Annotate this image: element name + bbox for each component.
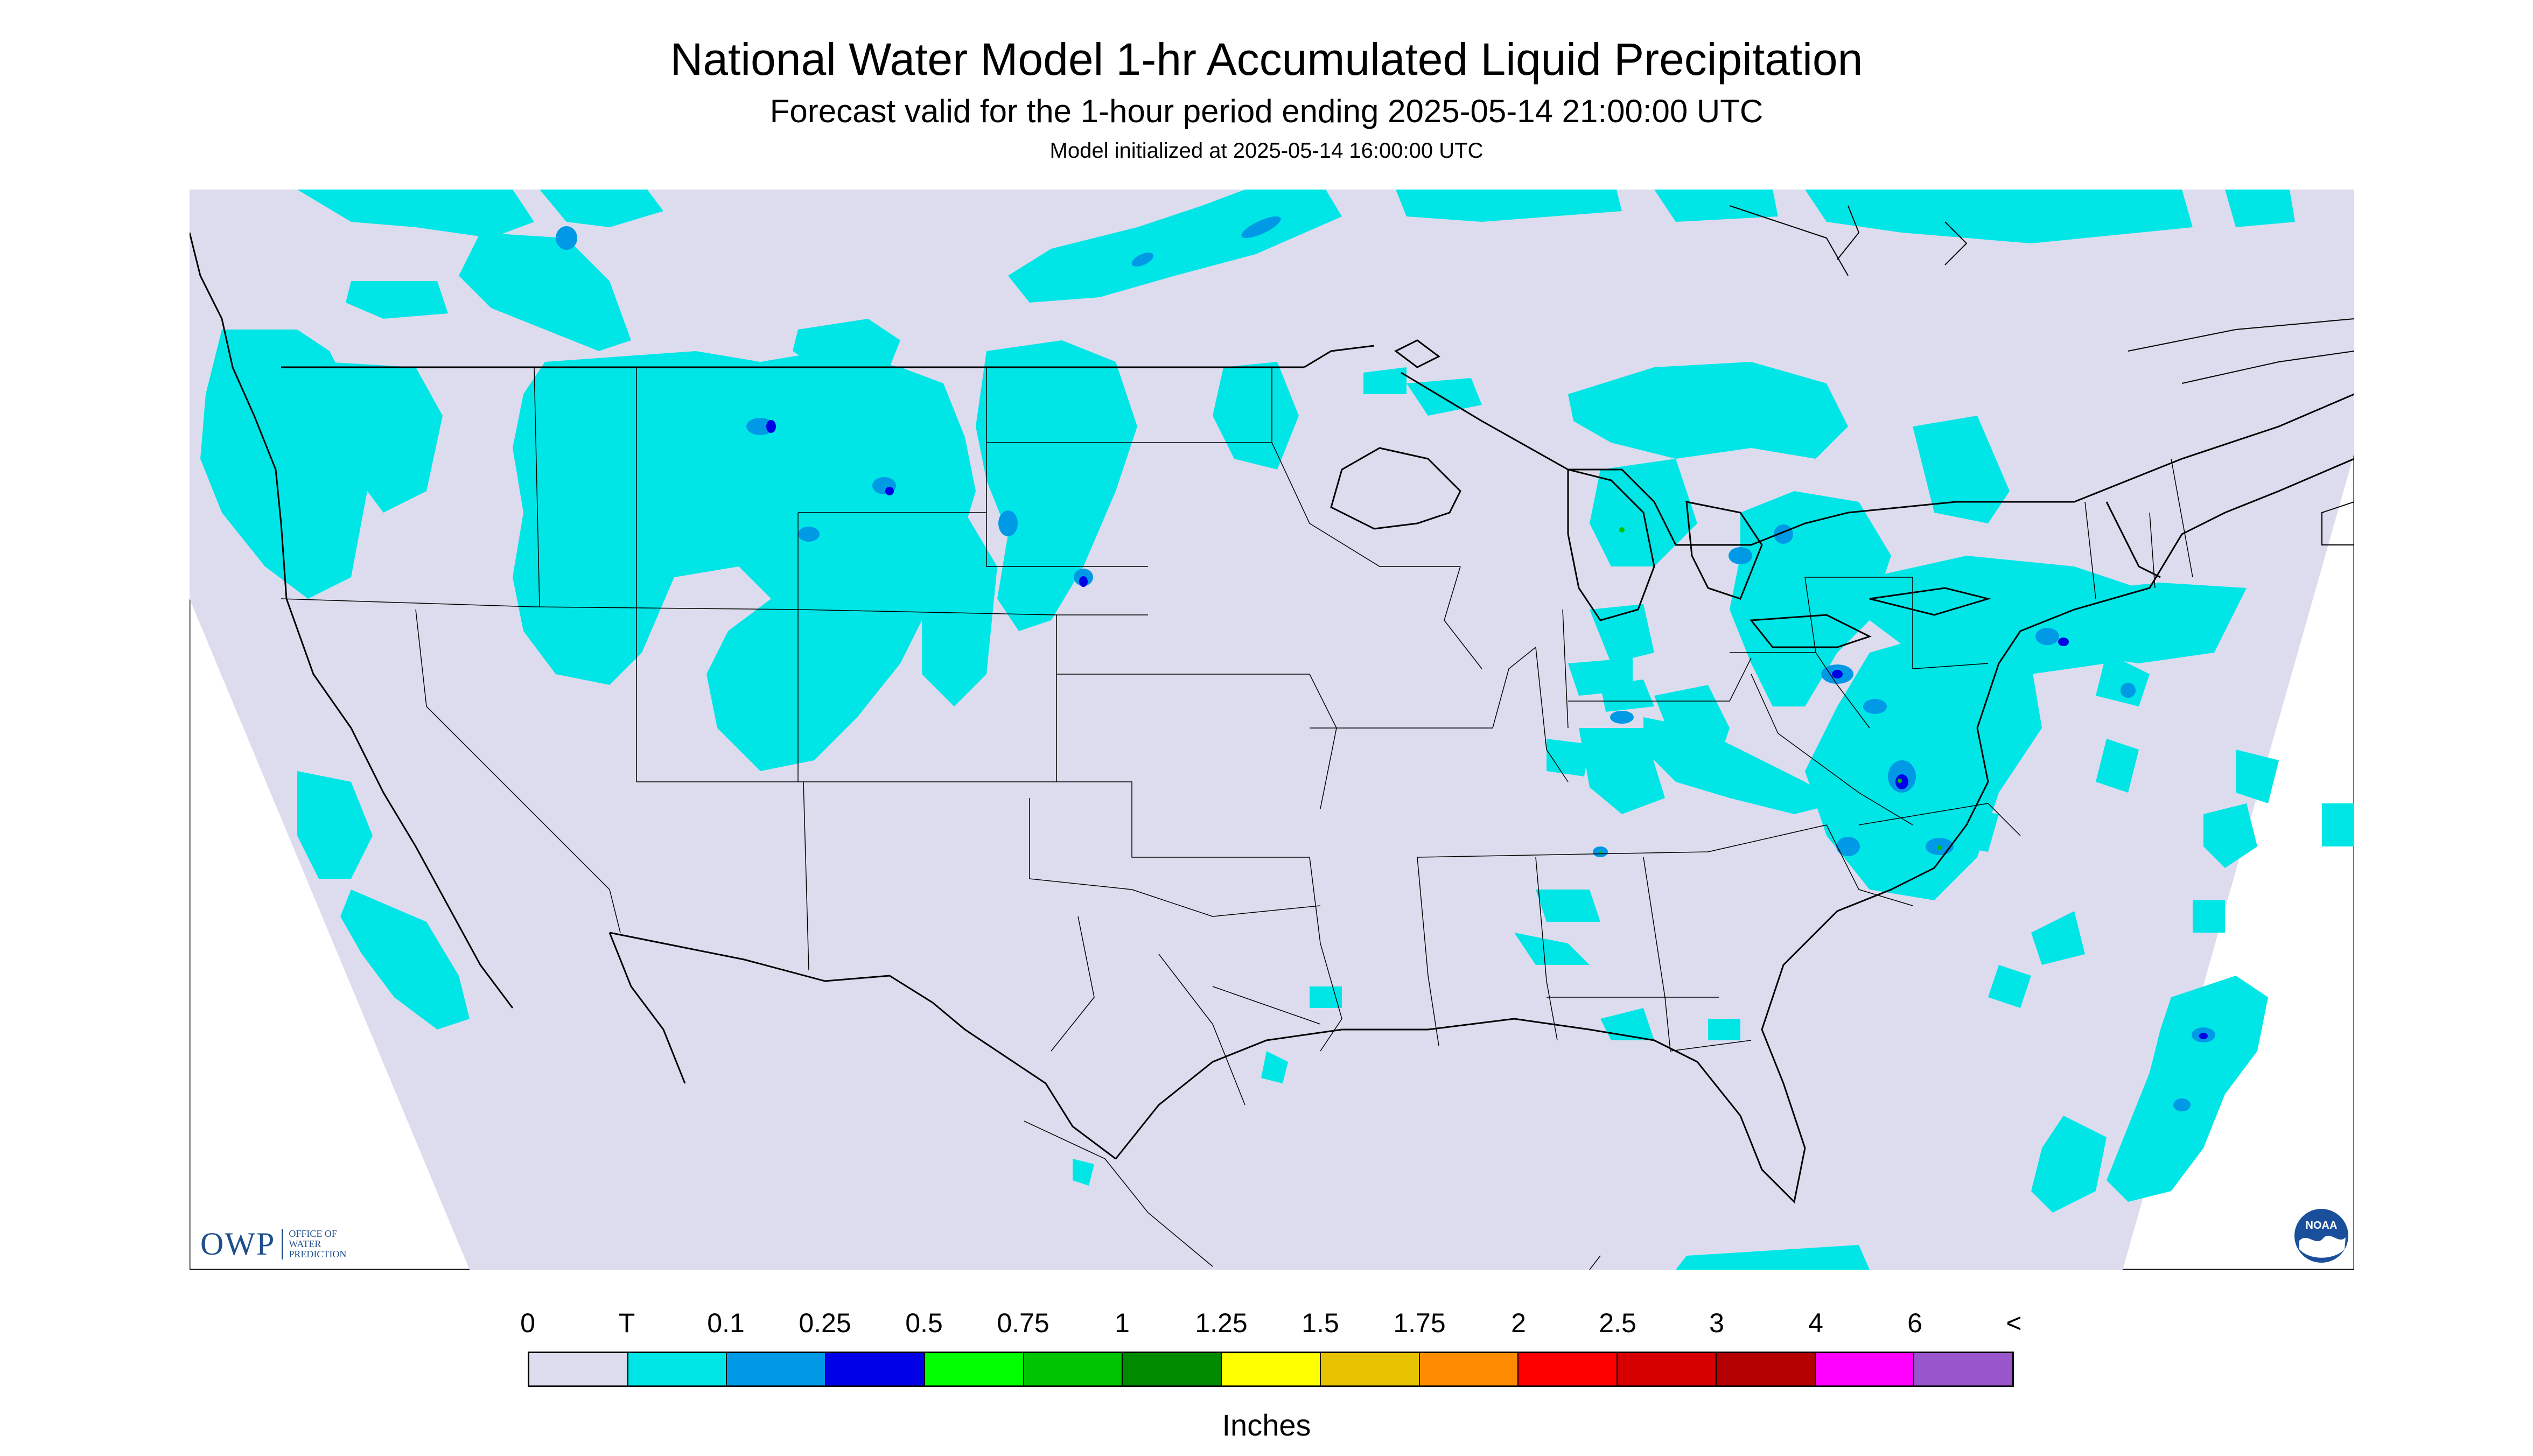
noaa-logo-text: NOAA [2306,1220,2338,1231]
precip-heavy-areas [766,420,2208,1039]
legend-units: Inches [1222,1408,1311,1442]
legend-swatch [1914,1353,2013,1385]
legend-tick-label: 1.5 [1302,1308,1339,1338]
legend-swatch [1519,1353,1618,1385]
legend-swatch [529,1353,628,1385]
map-title: National Water Model 1-hr Accumulated Li… [670,34,1863,85]
legend-swatch [925,1353,1024,1385]
precip-trace-areas [200,190,2354,1270]
legend-tick-label: 0.5 [905,1308,943,1338]
legend-tick-label: 0 [520,1308,535,1338]
legend-tick-label: 6 [1907,1308,1922,1338]
legend-tick-label: 2.5 [1599,1308,1636,1338]
legend-tick-label: < [2006,1308,2022,1338]
legend-tick-label: 0.25 [799,1308,851,1338]
legend-tick-label: 1.25 [1195,1308,1248,1338]
country-boundaries [281,345,2354,1160]
legend-tick-label: 0.1 [707,1308,745,1338]
legend-swatch [1222,1353,1321,1385]
precip-heaviest-spots [1599,527,1942,855]
north-coast-detail [1729,205,2354,545]
legend-swatch [727,1353,827,1385]
legend-swatch [1419,1353,1519,1385]
legend-tick-label: T [618,1308,635,1338]
model-init-text: Model initialized at 2025-05-14 16:00:00… [1049,139,1484,163]
legend-swatch [1716,1353,1816,1385]
legend-colorbar [528,1352,2014,1387]
legend-swatch [1320,1353,1420,1385]
legend-swatch [1815,1353,1915,1385]
legend-swatch [1123,1353,1222,1385]
owp-logo: OWP OFFICE OF WATER PREDICTION [200,1226,369,1263]
legend-tick-label: 3 [1709,1308,1724,1338]
legend-tick-label: 2 [1511,1308,1526,1338]
legend-tick-label: 1 [1115,1308,1130,1338]
owp-logo-mark: OWP [200,1226,276,1262]
legend-swatch [826,1353,925,1385]
legend-swatch [1618,1353,1717,1385]
noaa-logo: NOAA [2292,1207,2350,1265]
legend-tick-label: 4 [1808,1308,1823,1338]
coastlines [190,232,2354,1204]
legend-tick-label: 0.75 [997,1308,1049,1338]
map-subtitle: Forecast valid for the 1-hour period end… [769,93,1764,129]
legend-swatch [628,1353,727,1385]
legend-tick-label: 1.75 [1393,1308,1446,1338]
state-boundaries [281,367,2193,1270]
precipitation-map [190,190,2354,1270]
legend-swatch [1024,1353,1123,1385]
owp-logo-text: OFFICE OF WATER PREDICTION [282,1229,369,1259]
